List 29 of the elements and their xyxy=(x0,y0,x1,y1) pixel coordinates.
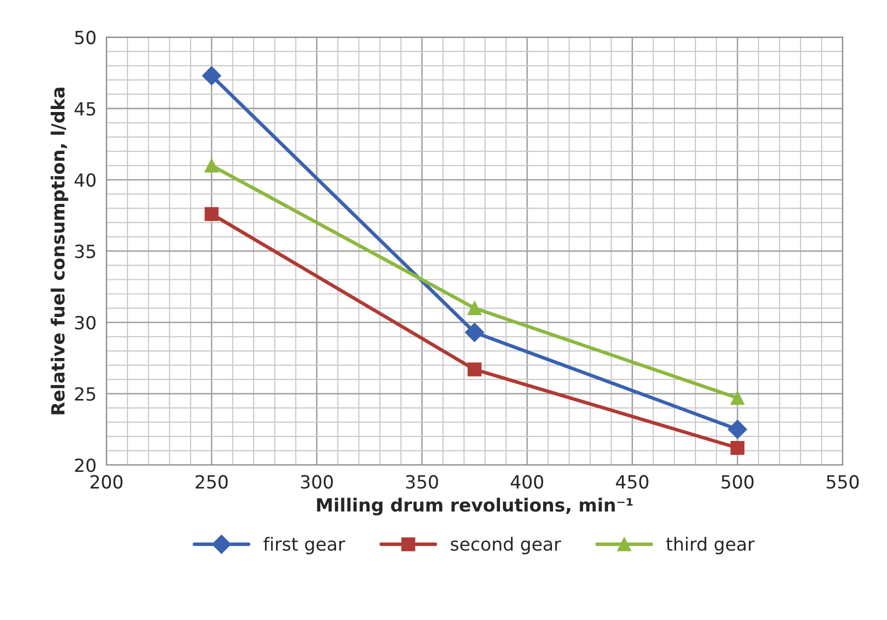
y-tick-label: 40 xyxy=(74,173,96,187)
y-tick-label: 50 xyxy=(75,30,96,44)
point xyxy=(730,440,744,455)
x-tick-label: 250 xyxy=(196,475,228,489)
y-tick-label: 20 xyxy=(75,458,96,472)
point xyxy=(465,322,484,342)
point xyxy=(468,362,482,376)
x-tick-label: 300 xyxy=(300,475,333,489)
x-tick-label: 200 xyxy=(90,475,122,489)
legend-label: second gear xyxy=(450,536,562,554)
legend-label: third gear xyxy=(666,536,755,554)
point xyxy=(204,207,219,221)
x-tick-label: 400 xyxy=(510,475,544,489)
y-tick-label: 25 xyxy=(75,387,96,401)
x-tick-label: 450 xyxy=(616,475,648,489)
point xyxy=(730,391,744,405)
y-axis-title: Relative fuel consumption, l/dka xyxy=(50,88,68,414)
x-axis-title: Milling drum revolutions, min⁻¹ xyxy=(317,498,633,516)
point xyxy=(202,66,222,86)
point xyxy=(468,301,482,316)
x-tick-label: 550 xyxy=(826,475,859,489)
x-tick-label: 500 xyxy=(722,475,754,489)
x-tick-label: 350 xyxy=(406,475,438,489)
y-tick-label: 30 xyxy=(75,316,96,330)
point xyxy=(204,158,219,172)
y-tick-label: 45 xyxy=(74,102,96,116)
point xyxy=(728,420,748,439)
y-tick-label: 35 xyxy=(75,244,96,258)
legend-label: first gear xyxy=(263,536,346,554)
